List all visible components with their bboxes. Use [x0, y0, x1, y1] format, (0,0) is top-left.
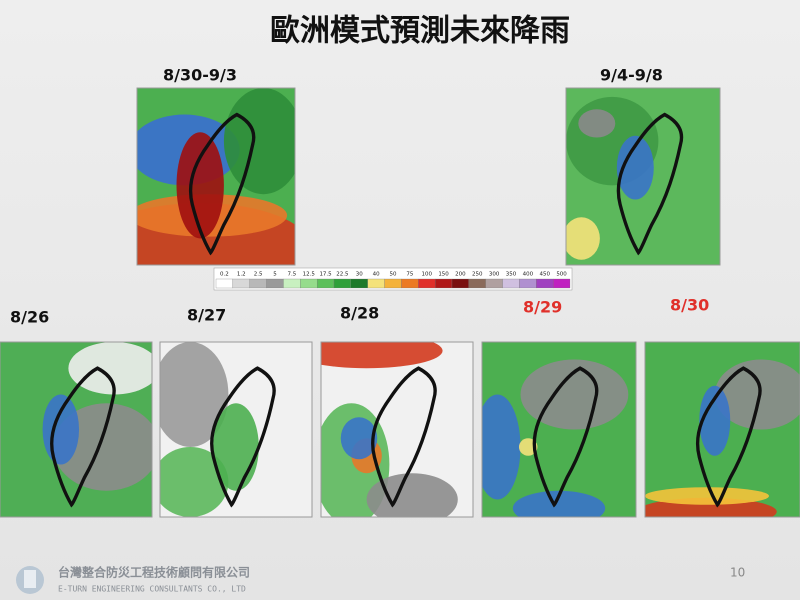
colorbar-tick-label: 17.5	[319, 272, 332, 278]
rain-area	[321, 342, 443, 369]
colorbar-tick-label: 100	[421, 272, 432, 278]
rain-area	[520, 359, 629, 430]
colorbar-tick-label: 5	[273, 272, 277, 278]
rain-area	[223, 88, 295, 195]
rain-area	[645, 487, 769, 505]
colorbar-cell	[485, 278, 503, 289]
colorbar-tick-label: 150	[438, 272, 449, 278]
colorbar-tick-label: 2.5	[254, 272, 263, 278]
map-content	[137, 88, 295, 265]
day-label: 8/27	[187, 306, 226, 325]
company-name-en: E-TURN ENGINEERING CONSULTANTS CO., LTD	[58, 585, 246, 594]
colorbar-cell	[502, 278, 520, 289]
rain-map	[565, 87, 721, 266]
colorbar-cell	[519, 278, 537, 289]
colorbar-tick-label: 22.5	[336, 272, 349, 278]
map-content	[645, 342, 800, 517]
rain-area	[699, 385, 731, 456]
colorbar-cell	[249, 278, 267, 289]
company-name: 台灣整合防災工程技術顧問有限公司	[58, 565, 250, 580]
rain-area	[68, 342, 152, 395]
day-label: 8/29	[523, 298, 562, 317]
map-content	[566, 88, 720, 265]
colorbar-cell	[300, 278, 318, 289]
colorbar-tick-label: 7.5	[287, 272, 296, 278]
colorbar-cell	[434, 278, 453, 289]
rain-area	[616, 135, 654, 200]
rain-map	[644, 341, 800, 518]
rain-area	[160, 447, 229, 517]
colorbar-tick-label: 200	[455, 272, 466, 278]
colorbar-cell	[316, 278, 335, 289]
map-frame	[0, 341, 153, 518]
colorbar-tick-label: 40	[373, 272, 380, 278]
map-frame	[481, 341, 637, 518]
colorbar-tick-label: 300	[489, 272, 500, 278]
period-label: 8/30-9/3	[163, 66, 237, 85]
colorbar-tick-label: 400	[523, 272, 534, 278]
slide-title: 歐洲模式預測未來降雨	[270, 14, 570, 49]
colorbar-cell	[536, 278, 554, 289]
colorbar-tick-label: 12.5	[303, 272, 316, 278]
day-label: 8/28	[340, 304, 379, 323]
colorbar-cell	[333, 278, 352, 289]
day-label: 8/26	[10, 308, 49, 327]
colorbar-cell	[401, 278, 419, 289]
colorbar-cell	[283, 278, 301, 289]
rain-map	[136, 87, 296, 266]
colorbar-cell	[367, 278, 385, 289]
map-frame	[136, 87, 296, 266]
colorbar-cell	[232, 278, 250, 289]
rain-area	[482, 394, 521, 500]
colorbar-tick-label: 500	[556, 272, 567, 278]
colorbar-tick-label: 1.2	[237, 272, 246, 278]
rain-map	[320, 341, 474, 518]
rain-map	[481, 341, 637, 518]
map-content	[321, 342, 473, 517]
rain-area	[340, 417, 378, 460]
map-frame	[644, 341, 800, 518]
colorbar-tick-label: 350	[506, 272, 517, 278]
colorbar-cell	[468, 278, 486, 289]
rain-map	[0, 341, 153, 518]
colorbar-tick-label: 450	[539, 272, 550, 278]
colorbar-cell	[418, 278, 436, 289]
rain-map	[159, 341, 313, 518]
map-frame	[565, 87, 721, 266]
map-frame	[320, 341, 474, 518]
colorbar-cell	[350, 278, 368, 289]
colorbar-cell	[451, 278, 470, 289]
rain-area	[566, 217, 600, 260]
map-content	[160, 342, 312, 517]
day-label: 8/30	[670, 296, 709, 315]
rain-area	[160, 342, 229, 447]
map-frame	[159, 341, 313, 518]
colorbar-cell	[552, 278, 571, 289]
colorbar-cell	[384, 278, 402, 289]
rain-area	[176, 132, 224, 239]
colorbar-tick-label: 75	[406, 272, 413, 278]
colorbar-tick-label: 30	[356, 272, 363, 278]
colorbar-tick-label: 50	[390, 272, 397, 278]
rain-area	[42, 394, 80, 465]
colorbar-tick-label: 0.2	[220, 272, 229, 278]
colorbar-cell	[266, 278, 284, 289]
period-label: 9/4-9/8	[600, 66, 663, 85]
rain-area	[578, 109, 616, 138]
colorbar-cell	[215, 278, 234, 289]
page-number: 10	[730, 566, 745, 580]
colorbar-tick-label: 250	[472, 272, 483, 278]
logo	[16, 566, 44, 594]
rain-area	[512, 490, 606, 517]
rain-area	[714, 359, 800, 430]
map-content	[0, 342, 152, 517]
rain-area	[366, 473, 458, 517]
map-content	[482, 342, 636, 517]
